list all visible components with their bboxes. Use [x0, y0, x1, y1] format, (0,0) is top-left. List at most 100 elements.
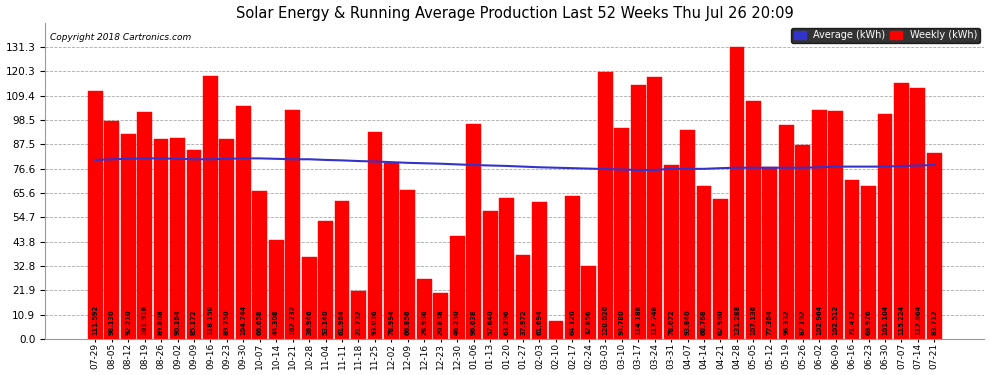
Text: 93.840: 93.840 [684, 309, 691, 334]
Text: 96.332: 96.332 [783, 309, 789, 334]
Bar [466, 124, 481, 339]
Bar [762, 167, 777, 339]
Bar [861, 186, 876, 339]
Text: 36.946: 36.946 [306, 309, 312, 334]
Bar [877, 114, 892, 339]
Text: Copyright 2018 Cartronics.com: Copyright 2018 Cartronics.com [50, 33, 191, 42]
Bar [911, 88, 926, 339]
Bar [713, 199, 728, 339]
Text: 87.192: 87.192 [800, 309, 806, 334]
Text: 20.838: 20.838 [438, 309, 444, 334]
Bar [565, 196, 580, 339]
Text: 117.748: 117.748 [651, 304, 657, 334]
Text: 64.120: 64.120 [569, 309, 575, 334]
Bar [812, 110, 827, 339]
Text: 112.864: 112.864 [915, 304, 921, 334]
Text: 78.072: 78.072 [668, 309, 674, 334]
Bar [302, 257, 317, 339]
Bar [927, 153, 941, 339]
Text: 92.210: 92.210 [125, 309, 131, 334]
Title: Solar Energy & Running Average Production Last 52 Weeks Thu Jul 26 20:09: Solar Energy & Running Average Productio… [236, 6, 794, 21]
Bar [285, 111, 300, 339]
Text: 89.750: 89.750 [224, 309, 230, 334]
Bar [252, 191, 267, 339]
Bar [483, 211, 498, 339]
Text: 66.658: 66.658 [256, 309, 262, 334]
Bar [680, 130, 695, 339]
Text: 66.856: 66.856 [405, 309, 411, 334]
Text: 77.364: 77.364 [767, 309, 773, 334]
Bar [548, 321, 563, 339]
Text: 61.964: 61.964 [339, 309, 346, 334]
Text: 98.130: 98.130 [109, 309, 115, 334]
Text: 37.972: 37.972 [520, 309, 526, 334]
Text: 93.036: 93.036 [372, 309, 378, 334]
Bar [88, 91, 103, 339]
Text: 120.020: 120.020 [602, 304, 608, 334]
Bar [697, 186, 712, 339]
Bar [499, 198, 514, 339]
Text: 57.640: 57.640 [487, 309, 493, 334]
Bar [367, 132, 382, 339]
Text: 78.994: 78.994 [388, 309, 394, 334]
Text: 111.592: 111.592 [92, 304, 98, 334]
Bar [779, 125, 794, 339]
Bar [894, 82, 909, 339]
Text: 101.104: 101.104 [882, 304, 888, 334]
Bar [153, 139, 168, 339]
Bar [730, 47, 744, 339]
Text: 68.768: 68.768 [701, 309, 707, 334]
Bar [318, 221, 333, 339]
Text: 107.136: 107.136 [750, 304, 756, 334]
Text: 102.512: 102.512 [833, 304, 839, 334]
Text: 46.230: 46.230 [454, 309, 460, 334]
Bar [170, 138, 185, 339]
Bar [745, 100, 760, 339]
Bar [449, 236, 464, 339]
Bar [269, 240, 284, 339]
Text: 102.964: 102.964 [816, 304, 822, 334]
Bar [220, 140, 235, 339]
Bar [186, 150, 201, 339]
Text: 118.150: 118.150 [208, 304, 214, 334]
Bar [384, 163, 399, 339]
Text: 104.744: 104.744 [241, 304, 247, 334]
Text: 26.936: 26.936 [422, 309, 428, 334]
Bar [829, 111, 843, 339]
Bar [647, 77, 662, 339]
Text: 61.694: 61.694 [537, 309, 543, 334]
Text: 115.224: 115.224 [899, 304, 905, 334]
Bar [598, 72, 613, 339]
Bar [581, 266, 596, 339]
Text: 68.976: 68.976 [865, 309, 871, 334]
Text: 102.732: 102.732 [290, 304, 296, 334]
Text: 53.140: 53.140 [323, 309, 329, 334]
Text: 63.296: 63.296 [504, 309, 510, 334]
Bar [631, 85, 645, 339]
Legend: Average (kWh), Weekly (kWh): Average (kWh), Weekly (kWh) [791, 28, 979, 43]
Bar [795, 145, 810, 339]
Text: 96.638: 96.638 [470, 309, 476, 334]
Text: 85.172: 85.172 [191, 309, 197, 334]
Text: 94.780: 94.780 [619, 309, 625, 334]
Bar [104, 121, 119, 339]
Bar [203, 76, 218, 339]
Text: 101.916: 101.916 [142, 304, 148, 334]
Text: 62.980: 62.980 [718, 309, 724, 334]
Text: 32.856: 32.856 [586, 309, 592, 334]
Bar [532, 202, 546, 339]
Bar [434, 292, 448, 339]
Bar [516, 255, 531, 339]
Bar [417, 279, 432, 339]
Bar [615, 128, 630, 339]
Bar [236, 106, 250, 339]
Bar [121, 134, 136, 339]
Bar [335, 201, 349, 339]
Bar [844, 180, 859, 339]
Text: 114.188: 114.188 [636, 304, 642, 334]
Text: 90.164: 90.164 [174, 309, 180, 334]
Text: 89.808: 89.808 [158, 309, 164, 334]
Bar [351, 291, 366, 339]
Bar [400, 190, 415, 339]
Bar [663, 165, 678, 339]
